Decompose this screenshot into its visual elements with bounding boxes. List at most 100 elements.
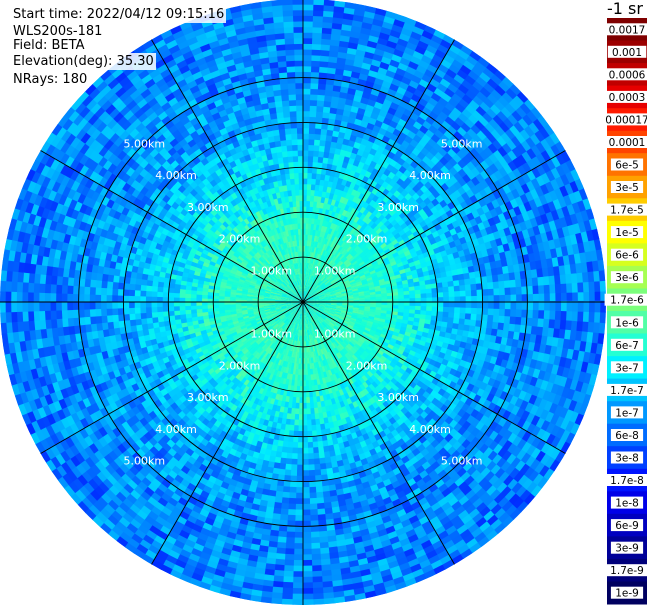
heat-cell	[396, 261, 404, 268]
heat-cell	[309, 82, 319, 90]
heat-cell	[308, 297, 314, 300]
heat-cell	[574, 210, 585, 224]
heat-cell	[439, 266, 447, 273]
heat-cell	[536, 204, 547, 216]
heat-cell	[111, 288, 119, 297]
heat-cell	[305, 206, 310, 213]
heat-cell	[578, 187, 589, 201]
heat-cell	[565, 272, 573, 284]
heat-cell	[496, 266, 504, 275]
heat-cell	[424, 279, 432, 285]
heat-cell	[557, 195, 568, 208]
heat-cell	[476, 288, 483, 296]
heat-cell	[470, 289, 478, 297]
heat-cell	[579, 251, 587, 263]
heat-cell	[288, 110, 297, 118]
heat-cell	[294, 82, 303, 89]
heat-cell	[55, 302, 62, 312]
heat-cell	[329, 292, 337, 296]
heat-cell	[516, 212, 525, 224]
heat-cell	[545, 210, 555, 223]
heat-cell	[302, 43, 312, 50]
heat-cell	[38, 302, 46, 313]
heat-cell	[319, 295, 326, 298]
heat-cell	[375, 269, 383, 276]
heat-cell	[298, 178, 303, 185]
heat-cell	[525, 269, 533, 279]
heat-cell	[156, 302, 163, 308]
heat-cell	[369, 294, 377, 298]
heat-cell	[465, 289, 472, 297]
heat-cell	[425, 287, 433, 294]
heat-cell	[487, 287, 495, 296]
heat-cell	[401, 259, 409, 266]
heat-cell	[296, 138, 303, 145]
heat-cell	[538, 292, 545, 302]
heat-cell	[5, 302, 12, 314]
heat-cell	[414, 285, 421, 291]
heat-cell	[83, 302, 90, 311]
heat-cell	[533, 250, 542, 262]
heat-cell	[530, 268, 538, 278]
heat-cell	[162, 292, 169, 298]
heat-cell	[294, 93, 303, 101]
heat-cell	[569, 212, 579, 225]
heat-cell	[355, 280, 363, 285]
heat-cell	[318, 294, 325, 297]
heat-cell	[552, 265, 561, 276]
heat-cell	[356, 284, 364, 289]
heat-cell	[489, 260, 497, 269]
heat-cell	[409, 297, 416, 302]
heat-cell	[403, 297, 411, 302]
heat-cell	[582, 280, 590, 293]
heat-cell	[298, 183, 303, 190]
heat-cell	[307, 144, 314, 151]
heat-cell	[441, 276, 449, 283]
heat-cell	[72, 285, 80, 296]
heat-cell	[576, 199, 587, 212]
heat-cell	[522, 253, 531, 263]
heat-cell	[481, 281, 489, 290]
heat-cell	[292, 20, 303, 28]
heat-cell	[549, 292, 557, 302]
heat-cell	[201, 294, 208, 300]
heat-cell	[280, 0, 293, 6]
heat-cell	[581, 270, 590, 283]
heat-cell	[549, 247, 558, 259]
heat-cell	[44, 302, 51, 313]
heat-cell	[448, 290, 455, 297]
heat-cell	[442, 291, 450, 298]
heat-cell	[301, 0, 314, 5]
heat-cell	[457, 249, 466, 258]
heat-cell	[398, 298, 405, 302]
heat-cell	[396, 284, 404, 289]
heat-cell	[89, 302, 96, 311]
heat-cell	[352, 288, 359, 292]
heat-cell	[527, 293, 534, 302]
heat-cell	[301, 20, 313, 28]
heat-cell	[504, 293, 512, 302]
heat-cell	[319, 297, 326, 300]
heat-cell	[449, 263, 458, 271]
heat-cell	[452, 279, 460, 287]
heat-cell	[515, 278, 522, 288]
heat-cell	[295, 105, 303, 112]
heat-cell	[270, 0, 283, 7]
heat-cell	[448, 296, 456, 302]
heat-cell	[318, 293, 325, 297]
heat-cell	[397, 287, 404, 292]
heat-cell	[307, 161, 313, 168]
heat-cell	[383, 276, 391, 282]
heat-cell	[527, 252, 536, 263]
heat-cell	[444, 264, 452, 272]
heat-cell	[373, 279, 380, 285]
heat-cell	[499, 294, 506, 302]
heat-cell	[291, 0, 303, 5]
heat-cell	[297, 149, 303, 157]
heat-cell	[292, 43, 303, 50]
heat-cell	[498, 280, 506, 289]
heat-cell	[459, 284, 466, 291]
heat-cell	[555, 291, 562, 302]
heat-cell	[451, 268, 459, 276]
heat-cell	[145, 307, 152, 314]
